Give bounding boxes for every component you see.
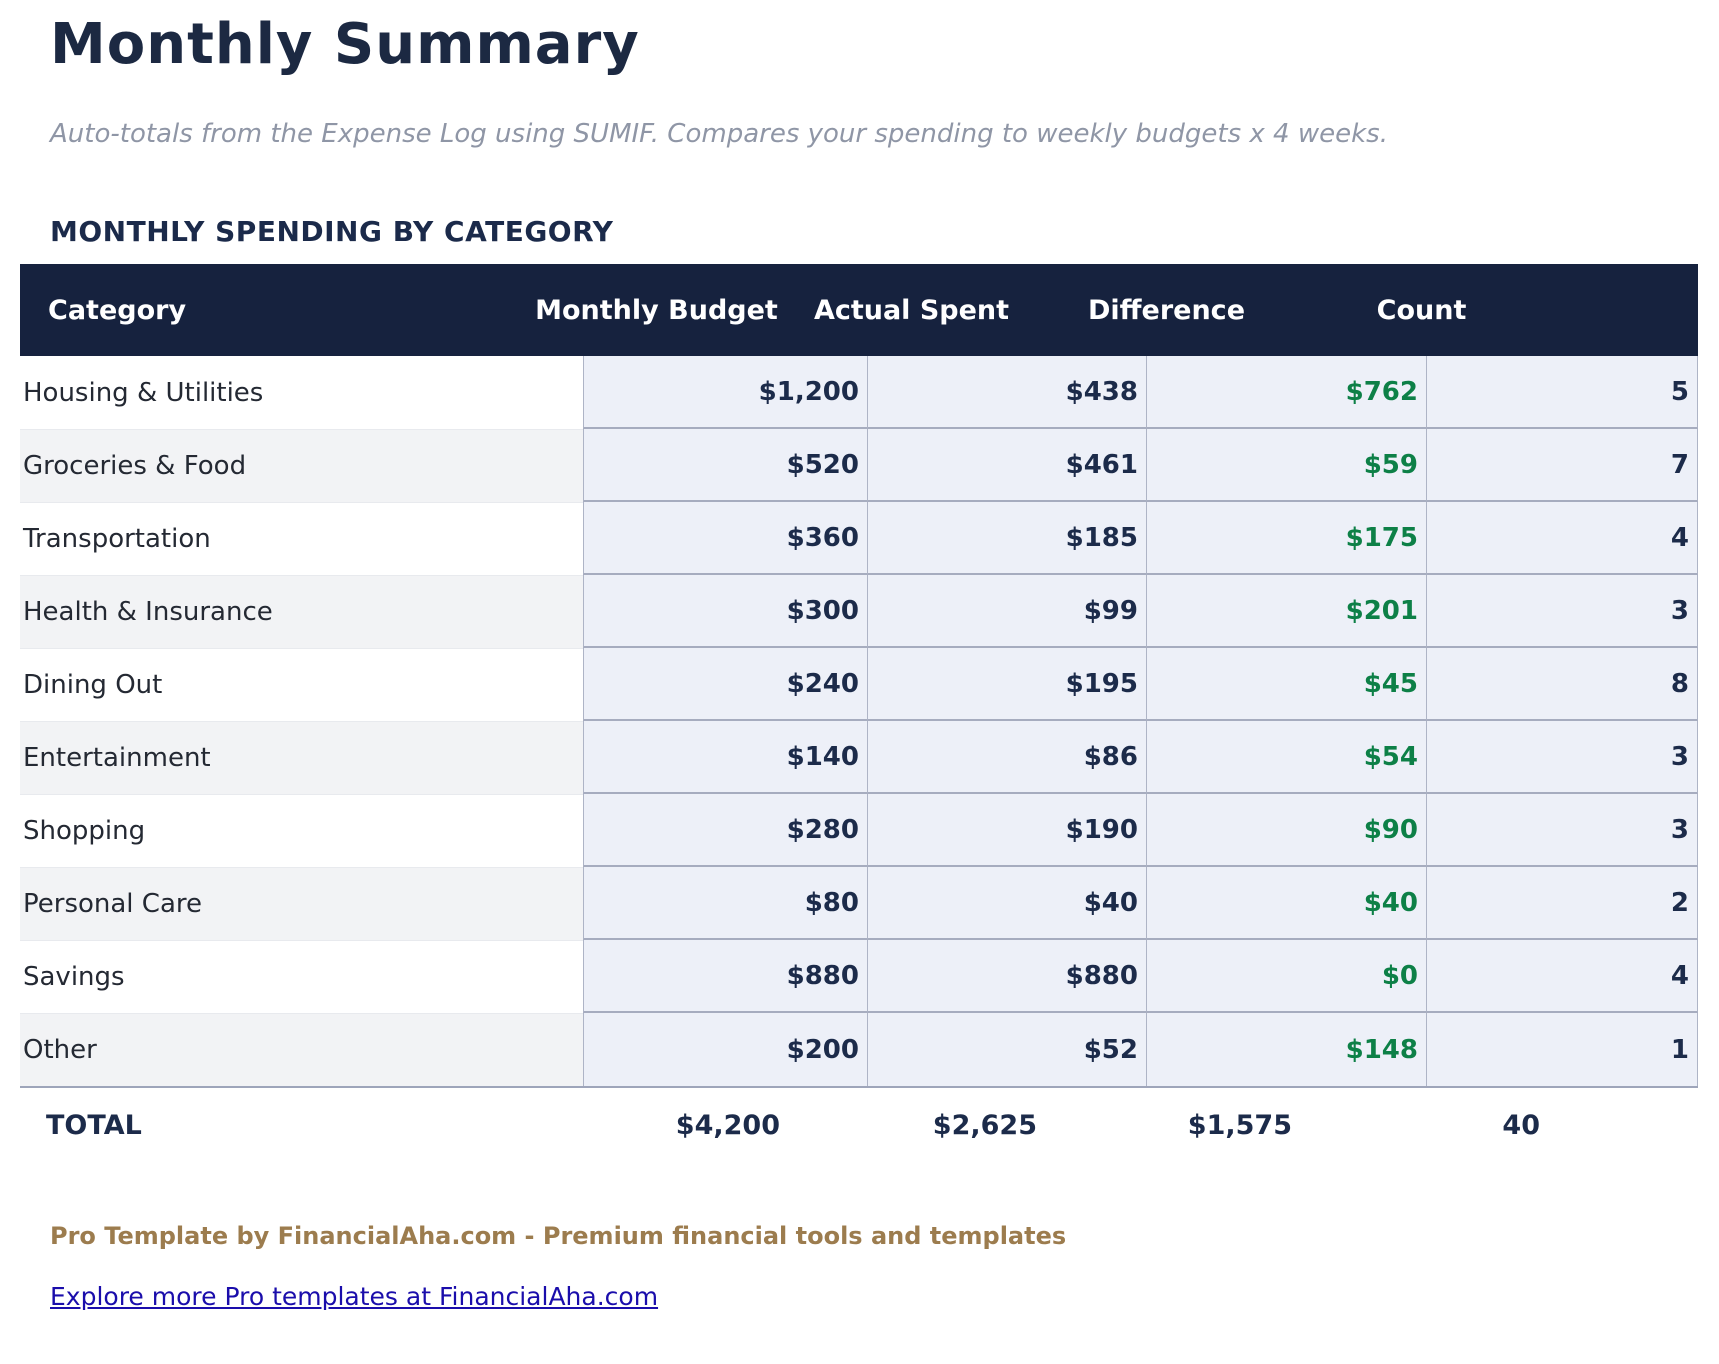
count-cell: 7 (1426, 429, 1698, 502)
budget-cell: $280 (583, 794, 867, 867)
difference-cell: $0 (1146, 940, 1426, 1013)
table-row: Shopping $280 $190 $90 3 (20, 794, 1698, 867)
budget-cell: $360 (583, 502, 867, 575)
spent-cell: $40 (867, 867, 1146, 940)
spent-cell: $86 (867, 721, 1146, 794)
difference-cell: $148 (1146, 1013, 1426, 1086)
difference-cell: $90 (1146, 794, 1426, 867)
spent-cell: $185 (867, 502, 1146, 575)
page-subtitle: Auto-totals from the Expense Log using S… (50, 119, 1388, 149)
col-header-category: Category (48, 294, 187, 326)
explore-templates-link[interactable]: Explore more Pro templates at FinancialA… (50, 1282, 659, 1311)
table-row: Dining Out $240 $195 $45 8 (20, 648, 1698, 721)
spent-cell: $195 (867, 648, 1146, 721)
table-header: Category Monthly Budget Actual Spent Dif… (20, 264, 1698, 356)
budget-cell: $140 (583, 721, 867, 794)
budget-cell: $880 (583, 940, 867, 1013)
table-row: Groceries & Food $520 $461 $59 7 (20, 429, 1698, 502)
difference-cell: $54 (1146, 721, 1426, 794)
total-budget: $4,200 (675, 1109, 780, 1141)
category-cell: Groceries & Food (20, 429, 583, 502)
total-difference: $1,575 (1187, 1109, 1292, 1141)
table-row: Health & Insurance $300 $99 $201 3 (20, 575, 1698, 648)
count-cell: 4 (1426, 940, 1698, 1013)
count-cell: 8 (1426, 648, 1698, 721)
category-cell: Health & Insurance (20, 575, 583, 648)
spent-cell: $99 (867, 575, 1146, 648)
count-cell: 3 (1426, 721, 1698, 794)
category-cell: Entertainment (20, 721, 583, 794)
budget-cell: $80 (583, 867, 867, 940)
category-cell: Dining Out (20, 648, 583, 721)
budget-cell: $520 (583, 429, 867, 502)
count-cell: 4 (1426, 502, 1698, 575)
category-cell: Transportation (20, 502, 583, 575)
footer-branding: Pro Template by FinancialAha.com - Premi… (50, 1222, 1067, 1250)
budget-cell: $240 (583, 648, 867, 721)
spent-cell: $52 (867, 1013, 1146, 1086)
difference-cell: $45 (1146, 648, 1426, 721)
total-spent: $2,625 (932, 1109, 1037, 1141)
count-cell: 3 (1426, 575, 1698, 648)
table-row: Entertainment $140 $86 $54 3 (20, 721, 1698, 794)
table-body: Housing & Utilities $1,200 $438 $762 5 G… (20, 356, 1698, 1088)
col-header-actual-spent: Actual Spent (813, 294, 1010, 326)
total-count: 40 (1502, 1109, 1540, 1141)
difference-cell: $762 (1146, 356, 1426, 429)
col-header-count: Count (1376, 294, 1467, 326)
count-cell: 5 (1426, 356, 1698, 429)
category-cell: Savings (20, 940, 583, 1013)
difference-cell: $175 (1146, 502, 1426, 575)
budget-cell: $200 (583, 1013, 867, 1086)
spent-cell: $880 (867, 940, 1146, 1013)
count-cell: 1 (1426, 1013, 1698, 1086)
difference-cell: $59 (1146, 429, 1426, 502)
difference-cell: $201 (1146, 575, 1426, 648)
table-row: Savings $880 $880 $0 4 (20, 940, 1698, 1013)
category-cell: Housing & Utilities (20, 356, 583, 429)
col-header-difference: Difference (1087, 294, 1246, 326)
count-cell: 3 (1426, 794, 1698, 867)
difference-cell: $40 (1146, 867, 1426, 940)
table-row: Transportation $360 $185 $175 4 (20, 502, 1698, 575)
budget-cell: $1,200 (583, 356, 867, 429)
table-row: Personal Care $80 $40 $40 2 (20, 867, 1698, 940)
section-title: MONTHLY SPENDING BY CATEGORY (50, 215, 614, 248)
summary-table: Category Monthly Budget Actual Spent Dif… (20, 264, 1698, 1162)
table-row: Other $200 $52 $148 1 (20, 1013, 1698, 1086)
spent-cell: $461 (867, 429, 1146, 502)
budget-cell: $300 (583, 575, 867, 648)
category-cell: Personal Care (20, 867, 583, 940)
category-cell: Other (20, 1013, 583, 1086)
count-cell: 2 (1426, 867, 1698, 940)
spent-cell: $438 (867, 356, 1146, 429)
page-title: Monthly Summary (50, 12, 640, 77)
total-row: TOTAL $4,200 $2,625 $1,575 40 (20, 1088, 1698, 1162)
total-label: TOTAL (46, 1109, 142, 1141)
spent-cell: $190 (867, 794, 1146, 867)
col-header-monthly-budget: Monthly Budget (535, 294, 778, 326)
table-row: Housing & Utilities $1,200 $438 $762 5 (20, 356, 1698, 429)
category-cell: Shopping (20, 794, 583, 867)
